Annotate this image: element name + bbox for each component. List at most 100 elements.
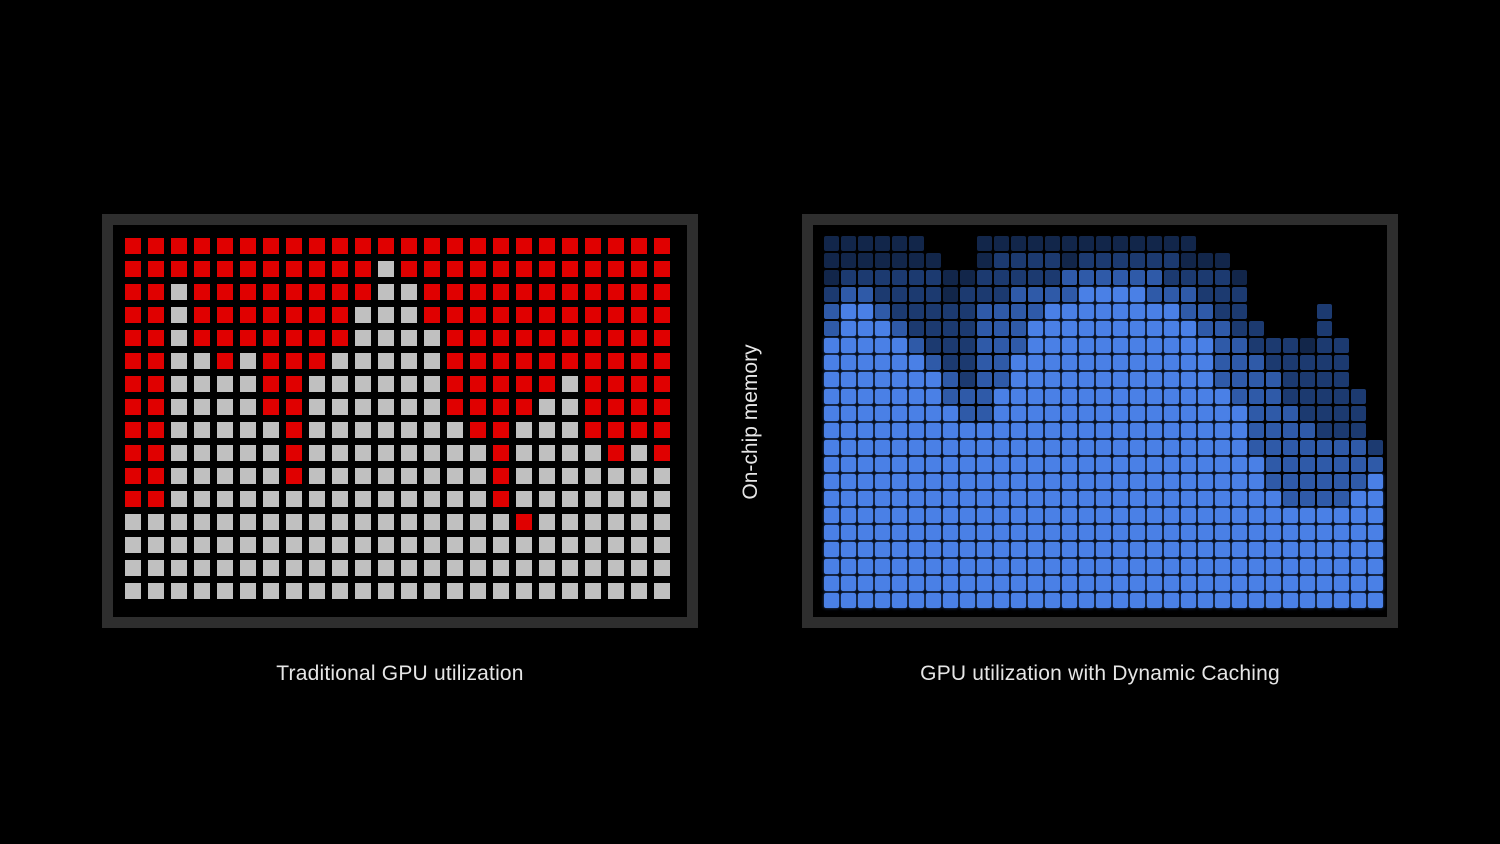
unused-memory-cell bbox=[194, 468, 210, 484]
unused-memory-cell bbox=[401, 307, 417, 323]
allocated-memory-cell bbox=[286, 399, 302, 415]
cached-memory-cell bbox=[1164, 355, 1179, 370]
cached-memory-cell bbox=[875, 474, 890, 489]
allocated-memory-cell bbox=[263, 353, 279, 369]
cached-memory-cell bbox=[994, 270, 1009, 285]
unused-memory-cell bbox=[125, 583, 141, 599]
unused-memory-cell bbox=[332, 422, 348, 438]
cached-memory-cell bbox=[1249, 525, 1264, 540]
unused-memory-cell bbox=[562, 537, 578, 553]
cached-memory-cell bbox=[1096, 559, 1111, 574]
cached-memory-cell bbox=[960, 525, 975, 540]
allocated-memory-cell bbox=[516, 261, 532, 277]
cached-memory-cell bbox=[1181, 253, 1196, 268]
cached-memory-cell bbox=[1300, 355, 1315, 370]
cached-memory-cell bbox=[875, 576, 890, 591]
cached-memory-cell bbox=[1011, 338, 1026, 353]
cached-memory-cell bbox=[1079, 253, 1094, 268]
cached-memory-cell bbox=[1232, 508, 1247, 523]
cached-memory-cell bbox=[1198, 321, 1213, 336]
cached-memory-cell bbox=[1011, 576, 1026, 591]
cached-memory-cell bbox=[1130, 457, 1145, 472]
empty-memory-cell bbox=[1249, 270, 1264, 285]
unused-memory-cell bbox=[355, 445, 371, 461]
allocated-memory-cell bbox=[194, 284, 210, 300]
unused-memory-cell bbox=[447, 583, 463, 599]
unused-memory-cell bbox=[516, 537, 532, 553]
cached-memory-cell bbox=[1096, 406, 1111, 421]
cached-memory-cell bbox=[926, 355, 941, 370]
cached-memory-cell bbox=[943, 576, 958, 591]
allocated-memory-cell bbox=[608, 422, 624, 438]
unused-memory-cell bbox=[309, 399, 325, 415]
cached-memory-cell bbox=[1147, 355, 1162, 370]
cached-memory-cell bbox=[1232, 372, 1247, 387]
empty-memory-cell bbox=[1334, 304, 1349, 319]
cached-memory-cell bbox=[1045, 542, 1060, 557]
cached-memory-cell bbox=[1028, 440, 1043, 455]
cached-memory-cell bbox=[943, 304, 958, 319]
empty-memory-cell bbox=[1351, 321, 1366, 336]
cached-memory-cell bbox=[875, 270, 890, 285]
cached-memory-cell bbox=[1147, 457, 1162, 472]
cached-memory-cell bbox=[841, 542, 856, 557]
cached-memory-cell bbox=[841, 593, 856, 608]
cached-memory-cell bbox=[824, 508, 839, 523]
cached-memory-cell bbox=[1079, 525, 1094, 540]
cached-memory-cell bbox=[824, 542, 839, 557]
cached-memory-cell bbox=[1266, 593, 1281, 608]
cached-memory-cell bbox=[1062, 525, 1077, 540]
cached-memory-cell bbox=[1283, 406, 1298, 421]
cached-memory-cell bbox=[892, 287, 907, 302]
unused-memory-cell bbox=[424, 330, 440, 346]
cached-memory-cell bbox=[892, 253, 907, 268]
unused-memory-cell bbox=[608, 514, 624, 530]
cached-memory-cell bbox=[994, 457, 1009, 472]
cached-memory-cell bbox=[841, 406, 856, 421]
cached-memory-cell bbox=[1266, 474, 1281, 489]
cached-memory-cell bbox=[824, 474, 839, 489]
cached-memory-cell bbox=[994, 355, 1009, 370]
unused-memory-cell bbox=[447, 560, 463, 576]
allocated-memory-cell bbox=[654, 261, 670, 277]
cached-memory-cell bbox=[1351, 474, 1366, 489]
cached-memory-cell bbox=[909, 474, 924, 489]
allocated-memory-cell bbox=[355, 261, 371, 277]
cached-memory-cell bbox=[1317, 304, 1332, 319]
allocated-memory-cell bbox=[654, 445, 670, 461]
cached-memory-cell bbox=[977, 270, 992, 285]
unused-memory-cell bbox=[378, 560, 394, 576]
cached-memory-cell bbox=[1096, 355, 1111, 370]
cached-memory-cell bbox=[1113, 423, 1128, 438]
cached-memory-cell bbox=[1062, 491, 1077, 506]
allocated-memory-cell bbox=[332, 238, 348, 254]
cached-memory-cell bbox=[1368, 491, 1383, 506]
unused-memory-cell bbox=[424, 514, 440, 530]
cached-memory-cell bbox=[1283, 542, 1298, 557]
cached-memory-cell bbox=[858, 593, 873, 608]
unused-memory-cell bbox=[378, 307, 394, 323]
unused-memory-cell bbox=[562, 514, 578, 530]
dynamic-caching-grid bbox=[824, 236, 1383, 608]
cached-memory-cell bbox=[1130, 525, 1145, 540]
cached-memory-cell bbox=[1164, 338, 1179, 353]
cached-memory-cell bbox=[926, 321, 941, 336]
cached-memory-cell bbox=[943, 593, 958, 608]
unused-memory-cell bbox=[401, 468, 417, 484]
cached-memory-cell bbox=[1181, 304, 1196, 319]
cached-memory-cell bbox=[1062, 389, 1077, 404]
allocated-memory-cell bbox=[148, 376, 164, 392]
cached-memory-cell bbox=[1334, 457, 1349, 472]
cached-memory-cell bbox=[1232, 576, 1247, 591]
cached-memory-cell bbox=[1062, 355, 1077, 370]
allocated-memory-cell bbox=[447, 399, 463, 415]
cached-memory-cell bbox=[1011, 457, 1026, 472]
cached-memory-cell bbox=[1215, 389, 1230, 404]
cached-memory-cell bbox=[1198, 423, 1213, 438]
cached-memory-cell bbox=[994, 576, 1009, 591]
cached-memory-cell bbox=[1181, 474, 1196, 489]
cached-memory-cell bbox=[1351, 542, 1366, 557]
allocated-memory-cell bbox=[148, 445, 164, 461]
cached-memory-cell bbox=[1164, 253, 1179, 268]
cached-memory-cell bbox=[1198, 355, 1213, 370]
